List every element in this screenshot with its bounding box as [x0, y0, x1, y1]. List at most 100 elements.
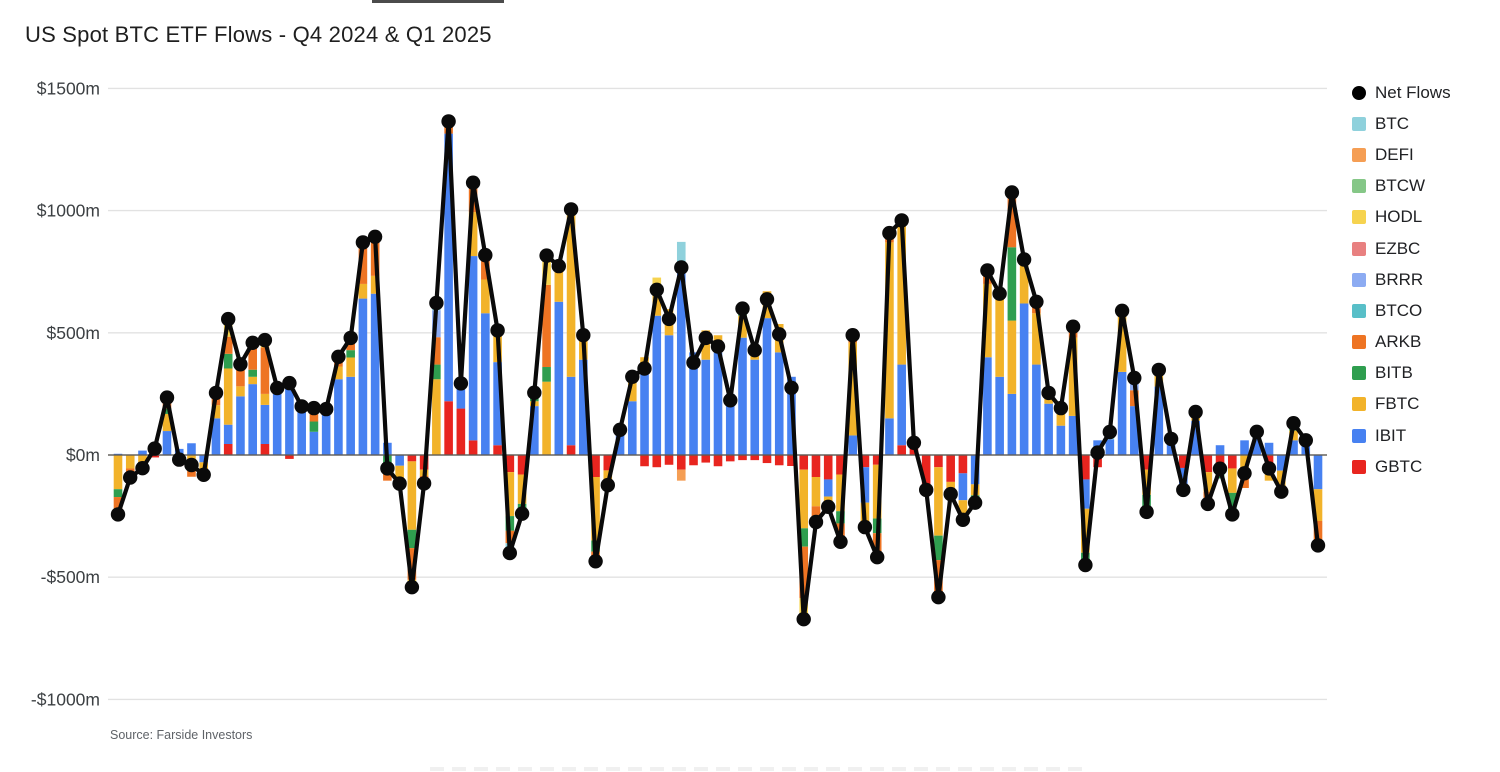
bar-segment-gbtc [689, 455, 698, 466]
net-flows-point [625, 369, 640, 384]
net-flows-point [1261, 461, 1277, 476]
bar-segment-fbtc [983, 283, 992, 358]
legend-label: BRRR [1375, 269, 1424, 289]
bar-segment-gbtc [836, 455, 845, 475]
bar-segment-ibit [995, 376, 1004, 455]
legend-label: HODL [1375, 207, 1423, 227]
net-flows-point [992, 286, 1007, 301]
net-flows-point [1139, 504, 1154, 520]
net-flows-point [649, 282, 664, 297]
bar-segment-ibit [285, 379, 294, 455]
net-flows-point [1090, 445, 1105, 460]
net-flows-point [184, 457, 199, 473]
bar-segment-ibit [248, 384, 257, 455]
bar-segment-gbtc [517, 455, 527, 475]
bar-segment-fbtc [468, 212, 478, 257]
bar-segment-fbtc [554, 266, 564, 302]
bar-segment-ibit [750, 359, 760, 455]
legend-label: Net Flows [1375, 82, 1451, 102]
legend-label: BTCW [1375, 176, 1426, 196]
color-swatch-icon [1352, 241, 1366, 256]
net-flows-point [1176, 482, 1191, 498]
net-flows-point [331, 349, 346, 364]
net-flows-point [563, 202, 579, 217]
bar-segment-fbtc [1019, 259, 1029, 304]
net-flows-point [490, 323, 505, 338]
net-flows-point [282, 375, 297, 391]
bar-segment-arkb [811, 506, 821, 522]
net-flows-point [674, 260, 689, 275]
net-flows-point [453, 376, 469, 391]
bar-segment-arkb [187, 470, 196, 477]
color-swatch-icon [1352, 179, 1366, 194]
net-flows-point [857, 519, 873, 535]
bar-segment-fbtc [432, 379, 441, 455]
net-flows-point [270, 380, 285, 396]
net-flows-point [894, 213, 909, 228]
net-flows-point [527, 385, 542, 400]
bar-segment-gbtc [493, 445, 502, 455]
legend-label: BTCO [1375, 300, 1423, 320]
color-swatch-icon [1352, 335, 1366, 350]
net-flows-point [110, 507, 126, 522]
bar-segment-ibit [652, 315, 662, 455]
legend-item-ezbc: EZBC [1352, 233, 1451, 264]
bar-segment-ibit [664, 335, 674, 455]
bar-segment-ibit [272, 393, 282, 455]
bar-segment-gbtc [285, 455, 294, 459]
net-flows-point [1016, 252, 1032, 267]
legend-item-btc: BTC [1352, 108, 1451, 139]
bar-segment-ibit [493, 362, 502, 446]
bar-segment-btc [676, 241, 686, 266]
legend-label: BTC [1375, 113, 1409, 133]
bar-segment-arkb [236, 364, 245, 387]
bar-segment-arkb [799, 546, 809, 598]
bar-segment-gbtc [652, 455, 662, 468]
net-flows-point [808, 514, 824, 530]
bar-segment-ibit [885, 418, 894, 455]
net-flows-point [1029, 294, 1044, 309]
bar-segment-gbtc [725, 455, 735, 462]
bar-segment-bitb [223, 353, 233, 369]
bar-segment-arkb [358, 242, 368, 284]
net-flows-point [502, 545, 517, 561]
net-flows-point [710, 339, 726, 354]
net-flows-point [294, 399, 309, 414]
net-flows-point [1114, 303, 1130, 318]
bar-segment-defi [676, 469, 686, 481]
bar-segment-ibit [823, 479, 833, 497]
net-flows-point [1188, 404, 1203, 420]
bar-segment-fbtc [407, 461, 417, 530]
net-flows-point [233, 357, 248, 372]
net-flows-point [600, 477, 615, 493]
bar-segment-fbtc [836, 474, 845, 512]
legend-item-fbtc: FBTC [1352, 389, 1451, 420]
net-flows-point [882, 225, 897, 241]
bar-segment-arkb [432, 337, 441, 365]
net-flows-point [1286, 416, 1301, 431]
y-axis-label: $500m [46, 323, 100, 343]
legend-item-brrr: BRRR [1352, 264, 1451, 295]
bar-segment-ibit [1032, 364, 1041, 455]
chart-legend: Net Flows BTC DEFI BTCW HODL EZBC BRRR BTCO ARKB… [1352, 77, 1451, 482]
bar-segment-bitb [542, 367, 551, 382]
bar-segment-ibit [848, 435, 857, 455]
bar-segment-bitb [162, 408, 172, 414]
bar-segment-ibit [358, 298, 368, 455]
net-flows-point [1078, 557, 1093, 573]
net-flows-point [343, 330, 358, 346]
bar-segment-bitb [799, 528, 809, 547]
bar-segment-ibit [1019, 303, 1029, 455]
legend-item-btcw: BTCW [1352, 171, 1451, 202]
bar-segment-fbtc [627, 376, 637, 402]
bar-segment-ibit [1105, 439, 1115, 455]
bar-segment-gbtc [150, 455, 160, 458]
bar-segment-fbtc [162, 413, 172, 432]
legend-label: EZBC [1375, 238, 1421, 258]
y-axis-label: $0m [66, 445, 100, 465]
bar-segment-ibit [1117, 371, 1127, 455]
legend-label: GBTC [1375, 456, 1423, 476]
legend-label: BITB [1375, 363, 1413, 383]
bar-segment-ibit [395, 455, 404, 466]
net-flows-point [465, 175, 481, 190]
